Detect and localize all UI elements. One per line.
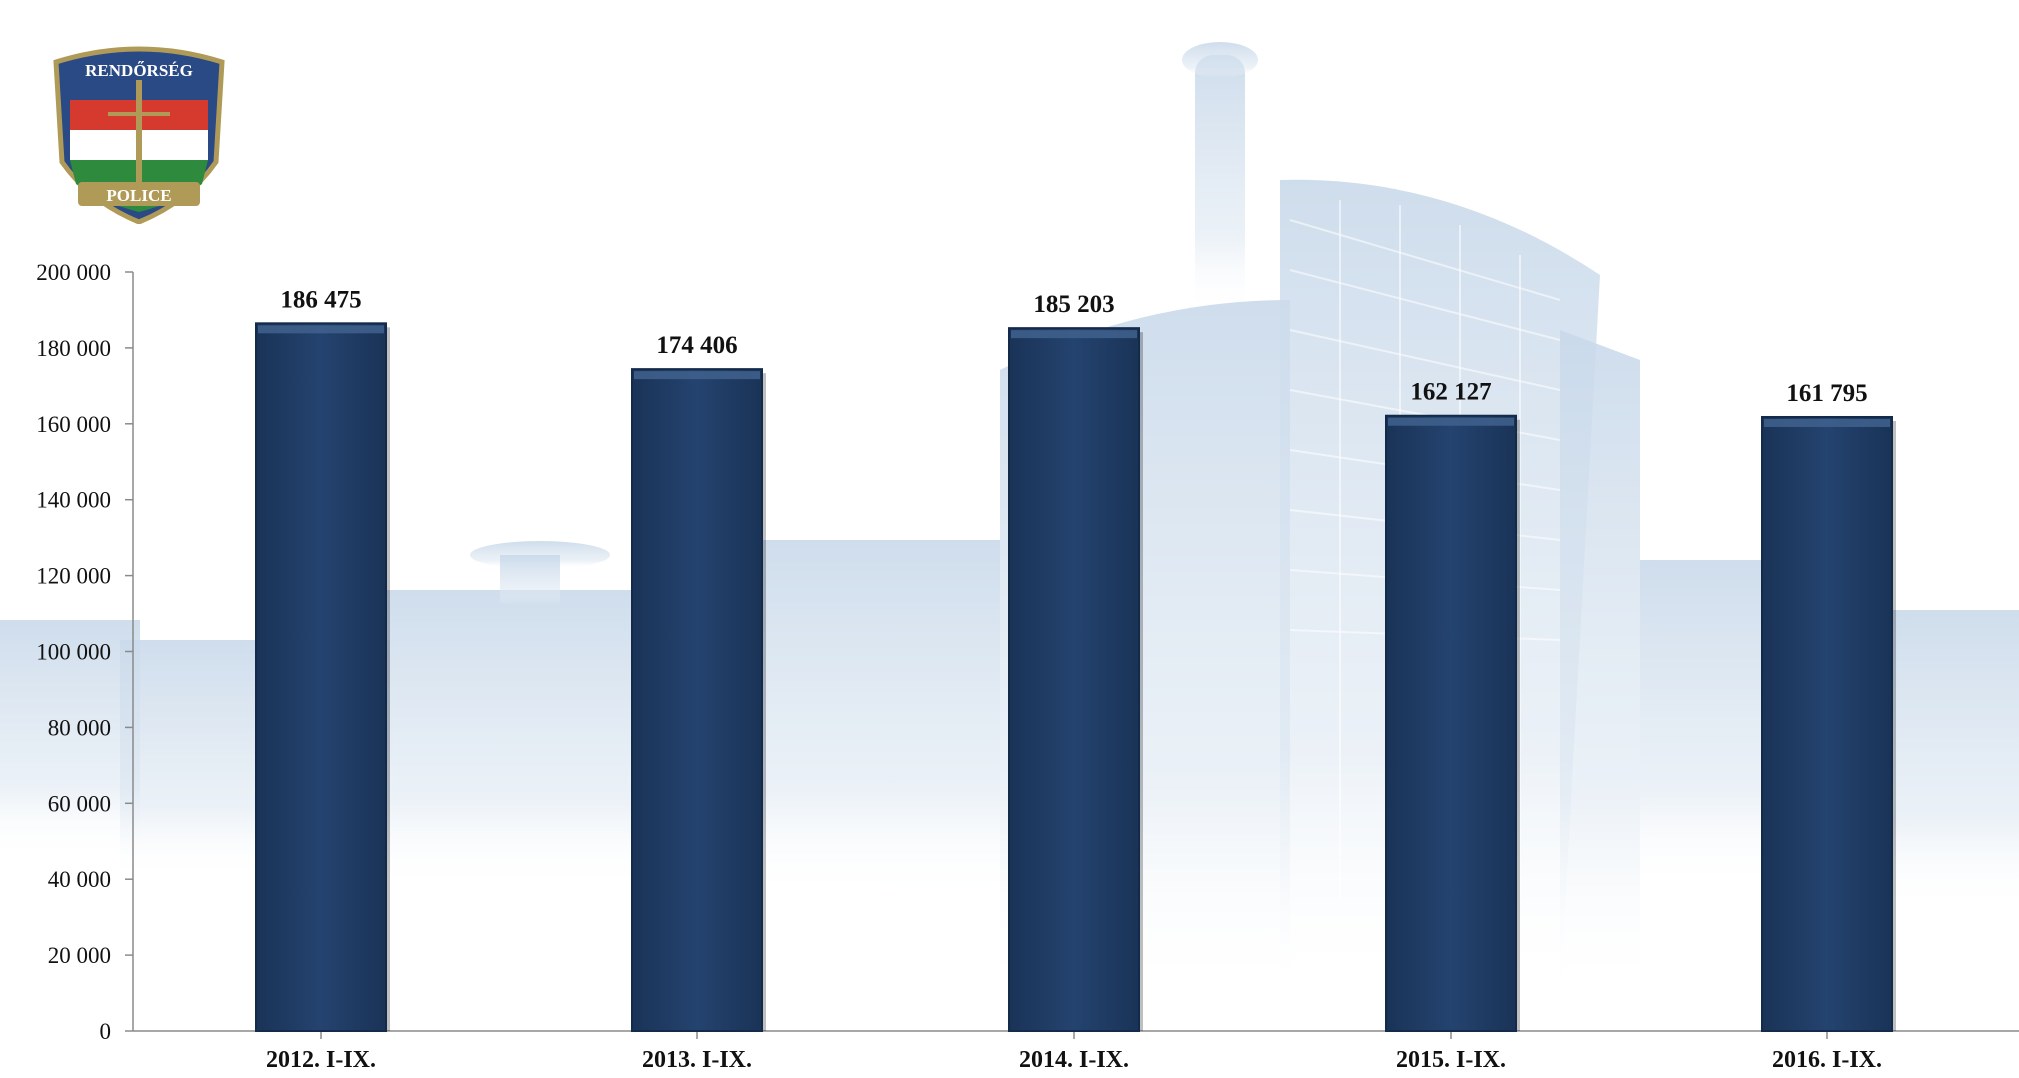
bar-series — [255, 322, 1896, 1033]
logo-top-text: RENDŐRSÉG — [85, 61, 193, 80]
y-tick-label: 20 000 — [48, 943, 111, 968]
bar-top-bevel — [1011, 330, 1137, 339]
bar-body — [1761, 415, 1893, 1032]
y-tick-label: 200 000 — [36, 260, 111, 285]
bar-body — [1008, 327, 1140, 1032]
y-tick-label: 140 000 — [36, 488, 111, 513]
police-badge-logo: RENDŐRSÉG POLICE — [53, 46, 225, 224]
bar-body — [255, 322, 387, 1032]
y-tick-label: 180 000 — [36, 336, 111, 361]
x-tick-label: 2014. I-IX. — [1019, 1047, 1129, 1073]
bar-top-bevel — [634, 371, 760, 380]
logo-bottom-text: POLICE — [106, 186, 171, 205]
bar-body — [1385, 414, 1517, 1032]
bar — [1385, 414, 1520, 1032]
y-tick-label: 160 000 — [36, 412, 111, 437]
x-tick-label: 2016. I-IX. — [1772, 1047, 1882, 1073]
data-label: 161 795 — [1786, 380, 1867, 407]
y-tick-label: 60 000 — [48, 791, 111, 816]
y-tick-label: 100 000 — [36, 640, 111, 665]
bar-top-bevel — [1764, 418, 1890, 427]
x-axis: 2012. I-IX. 2013. I-IX. 2014. I-IX. 2015. I… — [133, 1030, 2019, 1073]
y-tick-label: 40 000 — [48, 867, 111, 892]
bar-top-bevel — [258, 325, 384, 334]
x-tick-label: 2012. I-IX. — [266, 1047, 376, 1073]
data-labels: 186 475 174 406 185 203 162 127 161 795 — [280, 286, 1867, 407]
y-axis: 0 20 000 40 000 60 000 80 000 100 000 120 000 1… — [36, 260, 134, 1044]
y-tick-label: 0 — [100, 1019, 112, 1044]
bar — [1008, 327, 1143, 1032]
data-label: 162 127 — [1410, 379, 1491, 406]
y-tick-label: 80 000 — [48, 715, 111, 740]
x-tick-label: 2013. I-IX. — [642, 1047, 752, 1073]
data-label: 174 406 — [656, 332, 737, 359]
y-tick-label: 120 000 — [36, 564, 111, 589]
bar-top-bevel — [1388, 417, 1514, 426]
data-label: 185 203 — [1033, 291, 1114, 318]
bar-body — [631, 368, 763, 1033]
x-tick-label: 2015. I-IX. — [1396, 1047, 1506, 1073]
bar — [631, 368, 766, 1033]
data-label: 186 475 — [280, 286, 361, 313]
bar — [255, 322, 390, 1032]
bar — [1761, 415, 1896, 1032]
